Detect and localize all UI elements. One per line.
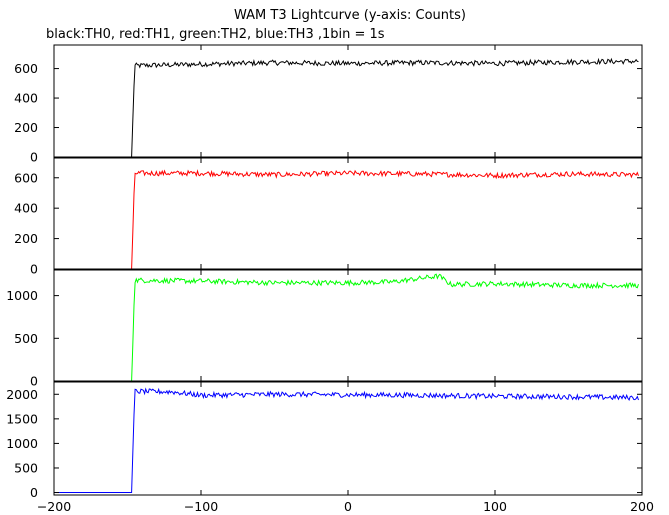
- panel-frame-th2: [53, 269, 643, 382]
- panel-frame-th1: [53, 157, 643, 270]
- y-tick-label-th2: 0: [30, 374, 38, 389]
- chart-title: WAM T3 Lightcurve (y-axis: Counts): [234, 8, 466, 23]
- y-tick-label-th2: 1000: [6, 288, 38, 303]
- x-tick-label: 100: [483, 499, 507, 514]
- y-tick-label-th1: 0: [30, 262, 38, 277]
- y-tick-label-th2: 500: [14, 331, 38, 346]
- x-tick-label: 0: [344, 499, 352, 514]
- series-line-th3: [54, 387, 639, 493]
- panel-frame-th3: [53, 381, 643, 496]
- y-tick-label-th3: 2000: [6, 387, 38, 402]
- y-tick-label-th1: 200: [14, 231, 38, 246]
- y-tick-label-th3: 1500: [6, 411, 38, 426]
- series-line-th1: [54, 169, 639, 270]
- y-tick-label-th0: 200: [14, 120, 38, 135]
- series-line-th2: [54, 273, 639, 382]
- x-tick-label: −200: [37, 499, 71, 514]
- y-tick-label-th0: 400: [14, 91, 38, 106]
- y-tick-label-th1: 600: [14, 170, 38, 185]
- y-tick-label-th3: 1000: [6, 436, 38, 451]
- y-tick-label-th3: 0: [30, 485, 38, 500]
- x-tick-label: −100: [184, 499, 218, 514]
- y-tick-label-th3: 500: [14, 460, 38, 475]
- series-line-th0: [54, 57, 639, 158]
- y-tick-label-th0: 0: [30, 150, 38, 165]
- chart-subtitle: black:TH0, red:TH1, green:TH2, blue:TH3 …: [46, 27, 385, 42]
- y-tick-label-th0: 600: [14, 61, 38, 76]
- x-tick-label: 200: [630, 499, 654, 514]
- y-tick-label-th1: 400: [14, 201, 38, 216]
